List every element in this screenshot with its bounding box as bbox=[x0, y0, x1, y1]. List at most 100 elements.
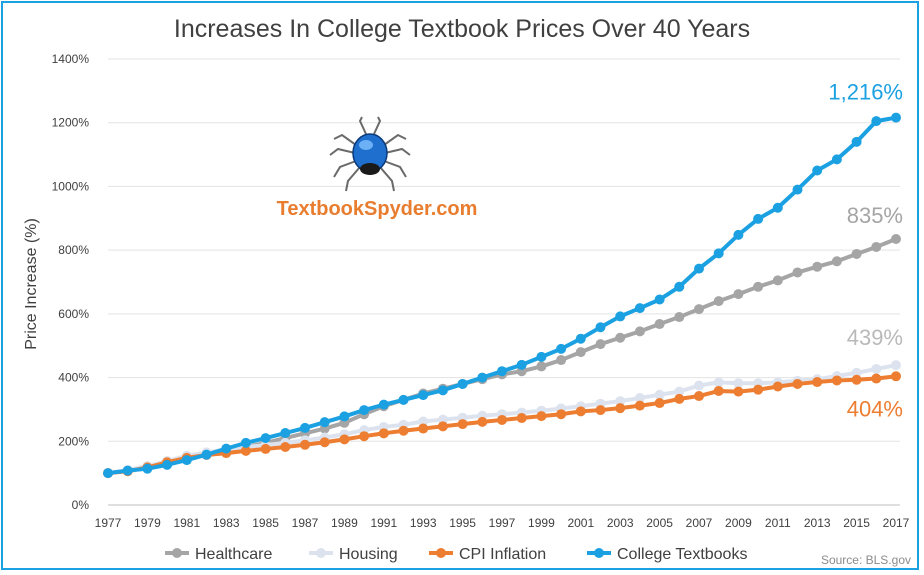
data-point bbox=[280, 428, 291, 439]
data-point bbox=[654, 294, 665, 305]
data-point bbox=[595, 322, 606, 333]
data-point bbox=[378, 399, 389, 410]
data-point bbox=[240, 437, 251, 448]
data-point bbox=[634, 400, 645, 411]
x-tick-label: 1993 bbox=[410, 516, 437, 530]
data-point bbox=[615, 332, 626, 343]
data-point bbox=[221, 443, 232, 454]
data-point bbox=[378, 428, 389, 439]
chart-title: Increases In College Textbook Prices Ove… bbox=[174, 15, 750, 43]
data-point bbox=[457, 378, 468, 389]
x-tick-label: 1995 bbox=[449, 516, 476, 530]
data-point bbox=[674, 281, 685, 292]
legend-item: CPI Inflation bbox=[429, 546, 546, 563]
data-point bbox=[753, 281, 764, 292]
x-tick-label: 1977 bbox=[95, 516, 122, 530]
brand-text: TextbookSpyder.com bbox=[277, 198, 478, 220]
data-point bbox=[694, 263, 704, 274]
series-lines bbox=[103, 112, 901, 479]
data-point bbox=[319, 437, 330, 448]
data-point bbox=[536, 361, 547, 372]
gridlines bbox=[108, 58, 900, 442]
data-point bbox=[792, 184, 803, 195]
legend-item: Housing bbox=[309, 546, 398, 563]
series-cpi-inflation bbox=[103, 371, 901, 479]
data-point bbox=[871, 241, 882, 252]
x-tick-label: 2013 bbox=[804, 516, 831, 530]
data-point bbox=[437, 385, 448, 396]
data-point bbox=[753, 213, 764, 224]
data-point bbox=[300, 422, 310, 433]
data-point bbox=[871, 363, 882, 374]
x-tick-label: 1997 bbox=[489, 516, 516, 530]
data-point bbox=[556, 409, 567, 420]
data-point bbox=[437, 421, 448, 432]
data-point bbox=[831, 154, 842, 165]
data-point bbox=[674, 393, 685, 404]
data-point bbox=[240, 445, 251, 456]
end-label: 835% bbox=[847, 203, 903, 228]
x-axis-ticks: 1977 1979 1981 1983 1985 1987 1989 1991 1993 1995… bbox=[95, 516, 910, 530]
data-point bbox=[477, 372, 488, 383]
data-point bbox=[792, 378, 803, 389]
legend-swatch-marker bbox=[172, 548, 182, 558]
data-point bbox=[634, 326, 645, 337]
data-point bbox=[398, 394, 409, 405]
data-point bbox=[891, 112, 901, 123]
data-point bbox=[359, 405, 370, 416]
legend: Healthcare Housing CPI Inflation College Te… bbox=[165, 546, 747, 563]
data-point bbox=[871, 116, 882, 127]
data-point bbox=[772, 275, 783, 286]
data-point bbox=[142, 463, 153, 474]
data-point bbox=[516, 413, 527, 424]
data-point bbox=[792, 267, 803, 278]
x-tick-label: 2001 bbox=[567, 516, 594, 530]
x-tick-label: 1999 bbox=[528, 516, 555, 530]
data-point bbox=[103, 468, 113, 479]
data-point bbox=[418, 423, 429, 434]
series-college-textbooks bbox=[103, 112, 901, 479]
x-tick-label: 2005 bbox=[646, 516, 673, 530]
y-axis-label: Price Increase (%) bbox=[23, 218, 40, 350]
data-point bbox=[851, 374, 862, 385]
data-point bbox=[851, 136, 862, 147]
y-tick-label: 1000% bbox=[52, 179, 90, 193]
x-tick-label: 1983 bbox=[213, 516, 240, 530]
data-point bbox=[339, 411, 350, 422]
source-note: Source: BLS.gov bbox=[821, 553, 911, 567]
data-point bbox=[694, 380, 704, 391]
data-point bbox=[260, 433, 271, 444]
data-point bbox=[595, 405, 606, 416]
x-tick-label: 1985 bbox=[252, 516, 279, 530]
data-point bbox=[713, 248, 724, 259]
data-point bbox=[733, 289, 744, 300]
data-point bbox=[122, 465, 133, 476]
x-tick-label: 2007 bbox=[686, 516, 713, 530]
end-labels: 835% 439% 404% 1,216% bbox=[828, 80, 903, 422]
data-point bbox=[536, 411, 547, 422]
data-point bbox=[497, 366, 507, 377]
data-point bbox=[772, 381, 783, 392]
x-tick-label: 1991 bbox=[370, 516, 397, 530]
data-point bbox=[615, 396, 626, 407]
legend-label: CPI Inflation bbox=[459, 546, 546, 563]
data-point bbox=[615, 311, 626, 322]
data-point bbox=[280, 442, 291, 453]
data-point bbox=[654, 319, 665, 330]
data-point bbox=[831, 256, 842, 267]
data-point bbox=[339, 434, 350, 445]
x-tick-label: 1979 bbox=[134, 516, 161, 530]
series-line bbox=[107, 237, 897, 476]
data-point bbox=[575, 347, 586, 358]
data-point bbox=[634, 303, 645, 314]
data-point bbox=[477, 416, 488, 427]
data-point bbox=[713, 385, 724, 396]
data-point bbox=[181, 455, 192, 466]
y-tick-label: 800% bbox=[58, 243, 89, 257]
chart-svg: 0%200%400%600%800%1000%1200%1400% 1977 19… bbox=[23, 15, 911, 567]
legend-swatch-marker bbox=[316, 548, 326, 558]
data-point bbox=[772, 202, 783, 213]
data-point bbox=[753, 384, 764, 395]
data-point bbox=[674, 312, 685, 323]
spider-icon bbox=[329, 116, 411, 192]
